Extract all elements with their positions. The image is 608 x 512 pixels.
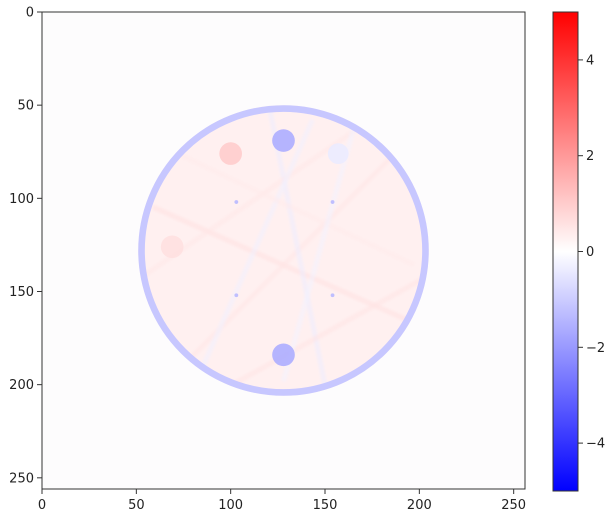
x-tick-label: 250 xyxy=(501,498,526,512)
y-tick-label: 250 xyxy=(9,471,34,486)
disk-streak xyxy=(194,118,315,383)
y-tick-label: 50 xyxy=(17,99,34,114)
y-tick-label: 200 xyxy=(9,378,34,393)
disk-interior xyxy=(138,105,429,396)
y-axis: 0 50 100 150 200 250 xyxy=(9,6,42,486)
x-tick-label: 150 xyxy=(313,498,338,512)
colorbar-tick-label: 0 xyxy=(586,245,594,260)
feature-spot-4 xyxy=(160,235,184,259)
feature-spot-9 xyxy=(330,293,335,298)
plot-frame xyxy=(41,11,526,490)
heatmap-image xyxy=(138,105,429,396)
image-axes: 0 50 100 150 200 250 0 50 100 150 200 250 xyxy=(9,6,526,512)
x-tick-label: 100 xyxy=(218,498,243,512)
colorbar-tick-label: −4 xyxy=(586,437,605,452)
feature-spot-8 xyxy=(234,293,239,298)
disk-streak xyxy=(166,146,416,268)
y-tick-label: 150 xyxy=(9,285,34,300)
disk-rim xyxy=(138,105,429,396)
y-tick-label: 100 xyxy=(9,192,34,207)
disk-streak xyxy=(266,105,330,396)
disk-streak xyxy=(281,119,359,382)
disk-streak xyxy=(224,277,423,391)
colorbar-tick-label: 2 xyxy=(586,149,594,164)
colorbar-ticks: 4 2 0 −2 −4 xyxy=(578,53,605,452)
colorbar-gradient xyxy=(553,12,578,491)
feature-spot-6 xyxy=(234,200,239,204)
x-axis: 0 50 100 150 200 250 xyxy=(38,489,526,512)
feature-spot-2 xyxy=(219,142,242,165)
x-tick-label: 200 xyxy=(407,498,432,512)
feature-spot-1 xyxy=(272,129,295,152)
feature-spot-3 xyxy=(327,143,349,164)
colorbar-tick-label: −2 xyxy=(586,341,605,356)
colorbar: 4 2 0 −2 −4 xyxy=(552,11,605,492)
x-tick-label: 0 xyxy=(38,498,46,512)
colorbar-tick-label: 4 xyxy=(586,53,594,68)
feature-spot-5 xyxy=(272,343,295,367)
y-tick-label: 0 xyxy=(26,6,34,21)
feature-spot-7 xyxy=(330,200,335,204)
x-tick-label: 50 xyxy=(128,498,145,512)
